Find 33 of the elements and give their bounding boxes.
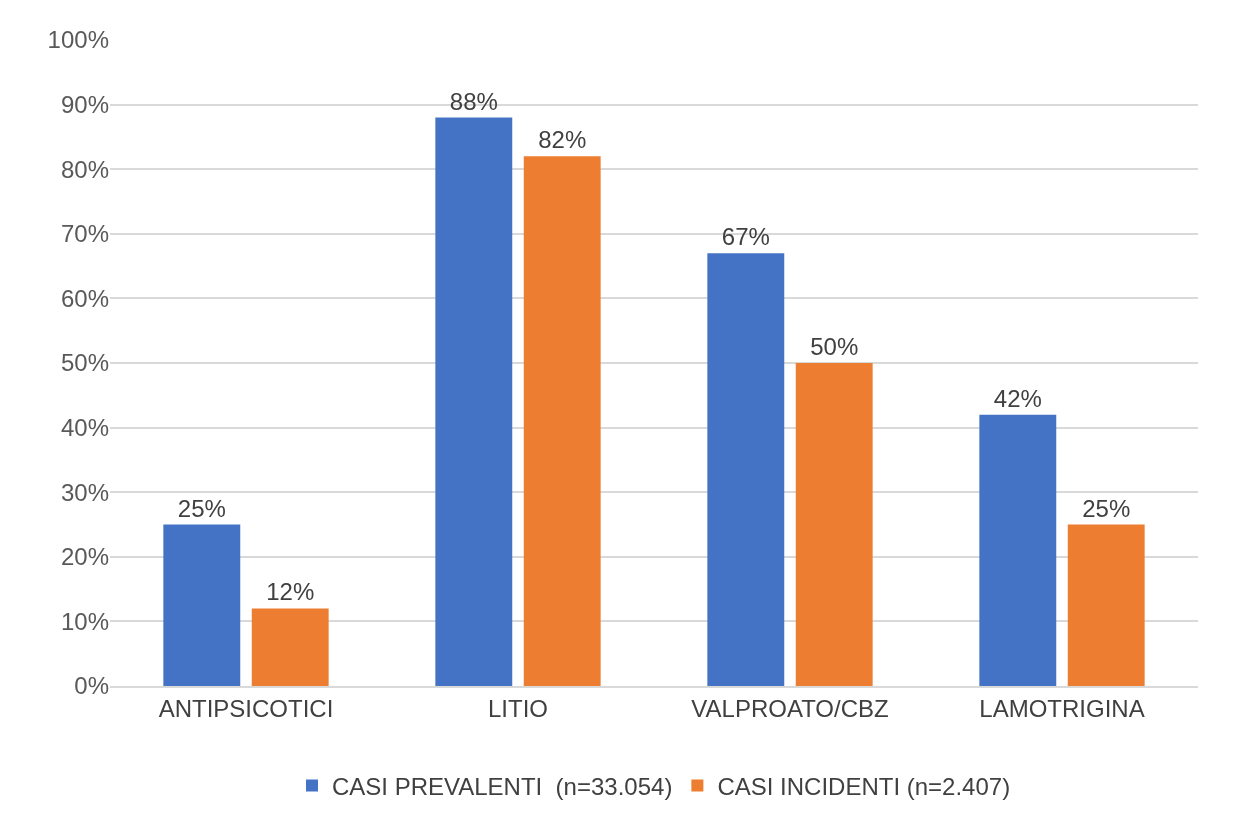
x-tick-label: ANTIPSICOTICI [158, 694, 334, 722]
y-tick-label: 100% [47, 26, 109, 54]
bar [435, 117, 513, 686]
y-tick-label: 70% [60, 220, 109, 248]
y-tick-label: 30% [60, 478, 109, 506]
y-tick-label: 10% [60, 607, 109, 635]
y-tick-label: 90% [60, 91, 109, 118]
x-tick-label: LITIO [487, 694, 549, 722]
legend-label: CASI INCIDENTI (n=2.407) [717, 772, 1011, 800]
y-tick-label: 80% [60, 155, 109, 183]
data-label: 50% [810, 333, 859, 360]
legend-label: CASI PREVALENTI (n=33.054) [332, 772, 673, 800]
x-tick-label: VALPROATO/CBZ [691, 694, 889, 722]
bar [1067, 524, 1145, 686]
y-tick-label: 20% [60, 543, 109, 571]
bar [707, 253, 785, 686]
data-label: 88% [449, 87, 498, 115]
y-tick-label: 60% [60, 284, 109, 312]
y-tick-label: 50% [60, 349, 109, 377]
data-label: 12% [266, 578, 315, 606]
data-label: 42% [993, 384, 1042, 412]
bar [795, 363, 873, 686]
bar [163, 524, 241, 686]
y-tick-label: 40% [60, 414, 109, 441]
bar [251, 608, 329, 686]
data-label: 67% [721, 223, 770, 251]
data-label: 25% [1082, 494, 1131, 522]
data-label: 25% [177, 494, 226, 522]
y-tick-label: 0% [74, 672, 109, 700]
bar [523, 156, 601, 686]
bar [979, 414, 1057, 686]
data-label: 82% [538, 126, 587, 154]
x-tick-label: LAMOTRIGINA [979, 694, 1145, 722]
